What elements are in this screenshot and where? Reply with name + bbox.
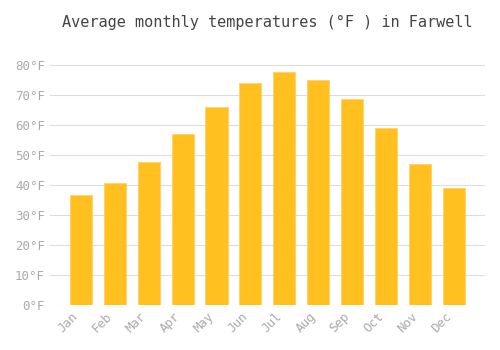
Bar	[240, 83, 262, 305]
Bar	[104, 183, 126, 305]
Bar	[443, 188, 465, 305]
Title: Average monthly temperatures (°F ) in Farwell: Average monthly temperatures (°F ) in Fa…	[62, 15, 472, 30]
Bar	[206, 107, 228, 305]
Bar	[308, 80, 330, 305]
Bar	[342, 99, 363, 305]
Bar	[409, 164, 432, 305]
Bar	[172, 134, 194, 305]
Bar	[274, 72, 295, 305]
Bar	[70, 196, 92, 305]
Bar	[138, 162, 160, 305]
Bar	[375, 128, 398, 305]
